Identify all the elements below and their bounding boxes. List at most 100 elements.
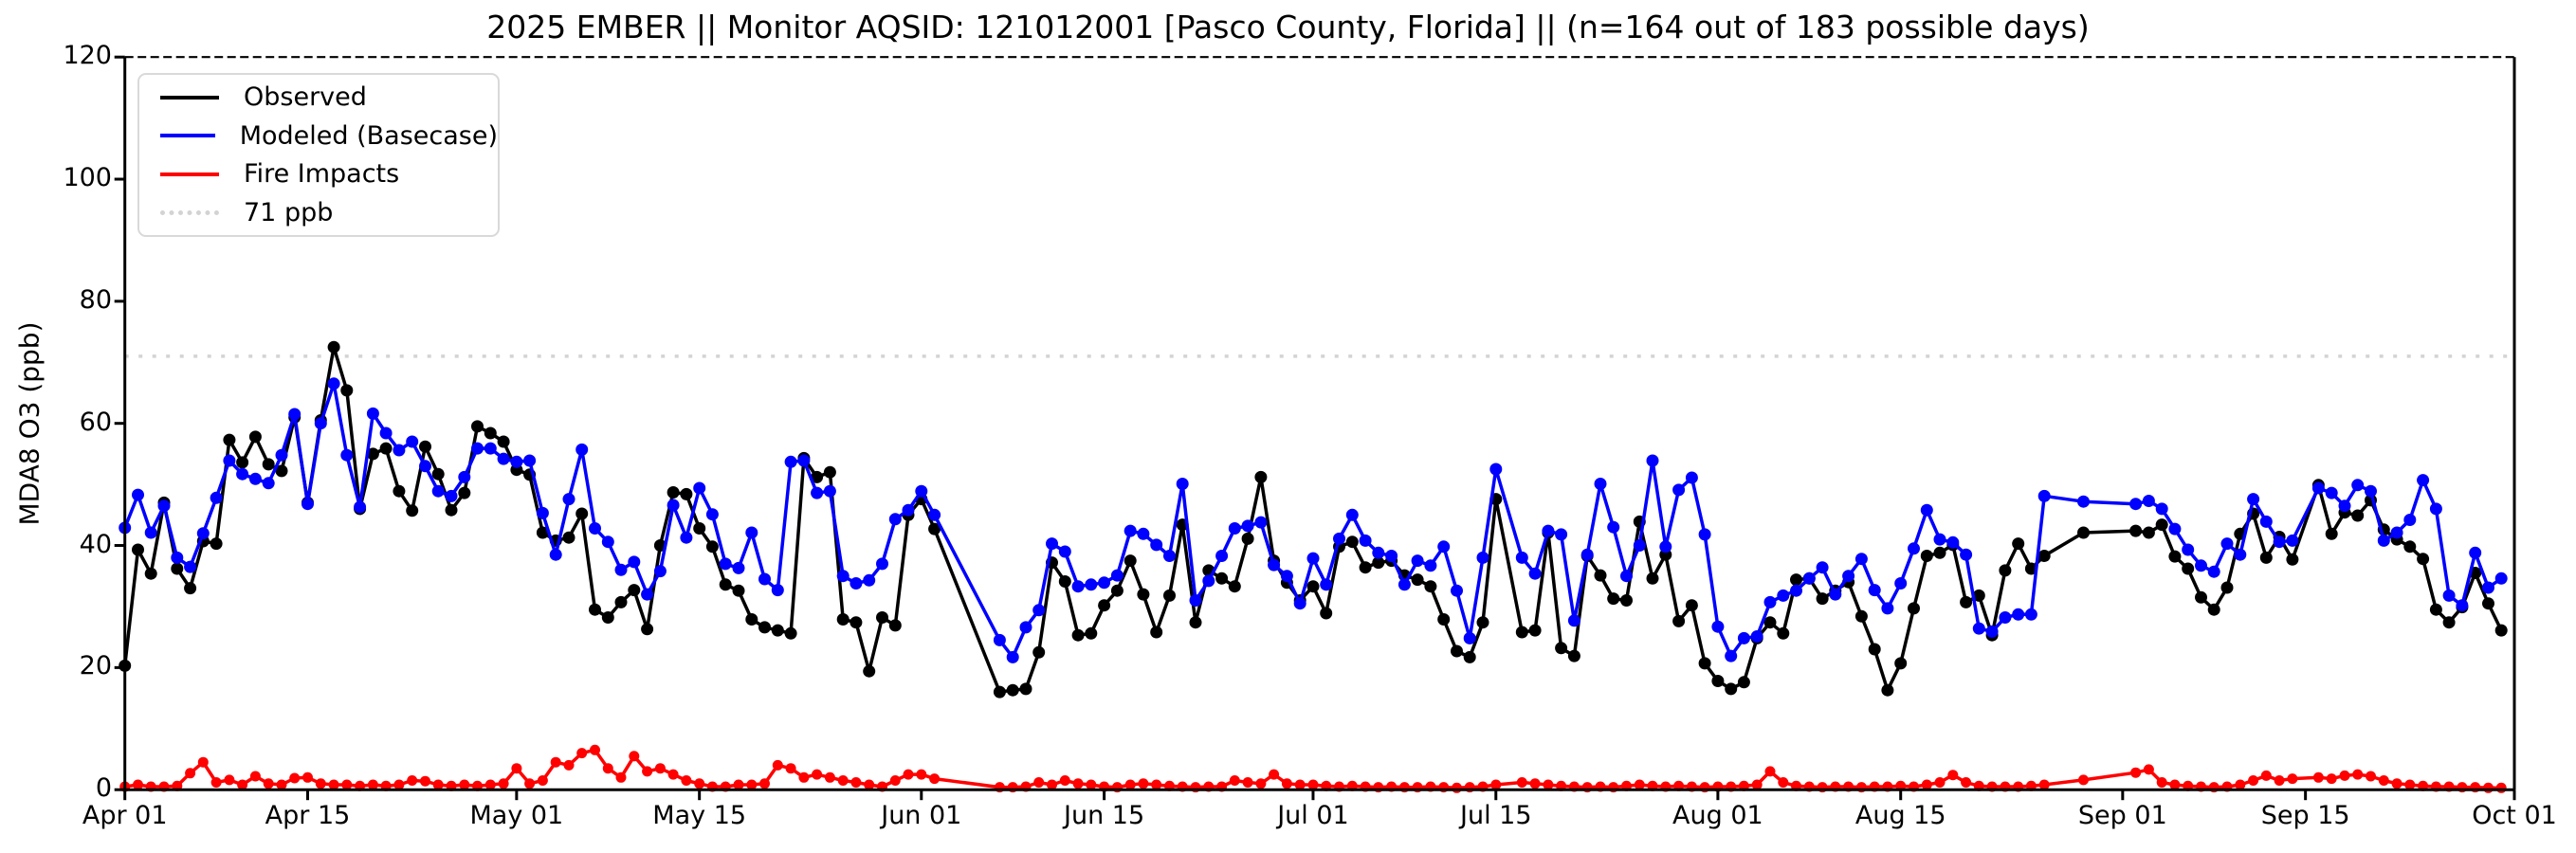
data-point bbox=[667, 486, 680, 499]
data-point bbox=[1489, 463, 1503, 476]
data-point bbox=[1594, 569, 1607, 582]
data-point bbox=[1607, 520, 1620, 534]
data-point bbox=[1424, 559, 1437, 572]
data-point bbox=[2325, 486, 2338, 499]
data-point bbox=[1058, 545, 1071, 558]
data-point bbox=[1463, 631, 1476, 644]
data-point bbox=[1086, 779, 1097, 790]
data-point bbox=[641, 623, 654, 636]
data-point bbox=[1372, 556, 1385, 570]
data-point bbox=[354, 500, 367, 514]
data-point bbox=[1920, 503, 1933, 517]
data-point bbox=[1528, 567, 1542, 580]
data-point bbox=[705, 540, 719, 554]
legend-line-sample bbox=[160, 134, 215, 138]
data-point bbox=[511, 763, 522, 774]
data-point bbox=[2429, 502, 2442, 516]
data-point bbox=[2038, 779, 2050, 790]
data-point bbox=[642, 766, 653, 777]
data-point bbox=[2155, 502, 2168, 516]
data-point bbox=[1411, 573, 1424, 587]
data-point bbox=[1868, 643, 1881, 656]
data-point bbox=[1999, 564, 2012, 577]
data-point bbox=[1594, 478, 1607, 490]
data-point bbox=[732, 584, 745, 597]
data-point bbox=[837, 775, 849, 786]
legend-label: 71 ppb bbox=[244, 197, 334, 227]
data-point bbox=[1646, 454, 1659, 467]
data-point bbox=[1451, 644, 1463, 658]
data-point bbox=[2417, 474, 2430, 487]
data-point bbox=[210, 537, 223, 551]
data-point bbox=[2482, 597, 2494, 610]
data-point bbox=[275, 448, 288, 462]
data-point bbox=[2274, 775, 2285, 786]
data-point bbox=[823, 484, 836, 498]
data-point bbox=[2220, 537, 2234, 551]
data-point bbox=[2259, 551, 2273, 564]
data-point bbox=[1672, 483, 1686, 497]
data-point bbox=[2143, 764, 2154, 775]
legend-label: Fire Impacts bbox=[244, 159, 400, 190]
data-point bbox=[1047, 779, 1057, 790]
data-point bbox=[1567, 649, 1580, 662]
data-point bbox=[1947, 770, 1959, 781]
data-point bbox=[1920, 550, 1933, 562]
data-point bbox=[615, 771, 627, 783]
data-point bbox=[680, 487, 693, 500]
data-point bbox=[2235, 779, 2246, 790]
data-point bbox=[1006, 683, 1019, 697]
data-point bbox=[2403, 514, 2417, 526]
data-point bbox=[133, 779, 143, 790]
data-point bbox=[1463, 650, 1476, 663]
data-point bbox=[1529, 778, 1541, 789]
data-point bbox=[237, 779, 248, 790]
data-point bbox=[1842, 570, 1855, 583]
data-point bbox=[132, 488, 144, 501]
data-point bbox=[288, 408, 301, 421]
data-point bbox=[432, 779, 444, 790]
data-point bbox=[1750, 630, 1763, 643]
data-point bbox=[563, 759, 575, 771]
data-point bbox=[1241, 532, 1254, 545]
data-point bbox=[2156, 777, 2167, 788]
data-point bbox=[798, 771, 810, 783]
data-point bbox=[275, 464, 288, 478]
data-point bbox=[1085, 578, 1098, 591]
data-point bbox=[888, 619, 902, 632]
data-point bbox=[2155, 518, 2168, 532]
data-point bbox=[1999, 611, 2012, 624]
data-point bbox=[1359, 561, 1372, 574]
data-point bbox=[484, 426, 497, 440]
data-point bbox=[902, 503, 915, 517]
data-point bbox=[680, 531, 693, 544]
data-point bbox=[536, 506, 549, 519]
data-point bbox=[811, 470, 824, 483]
data-point bbox=[2404, 779, 2416, 790]
y-tick-label: 80 bbox=[79, 284, 112, 315]
data-point bbox=[549, 548, 562, 561]
data-point bbox=[171, 562, 184, 575]
x-tick-label: Aug 01 bbox=[1672, 801, 1763, 830]
data-point bbox=[1124, 779, 1136, 790]
data-point bbox=[562, 493, 575, 506]
series-fire-impacts bbox=[119, 744, 2507, 793]
data-point bbox=[1516, 777, 1527, 788]
data-point bbox=[1921, 779, 1932, 790]
data-point bbox=[2495, 782, 2507, 793]
data-point bbox=[758, 572, 771, 586]
data-point bbox=[614, 595, 628, 608]
data-point bbox=[2024, 608, 2037, 621]
x-tick-label: Apr 15 bbox=[265, 801, 351, 830]
data-point bbox=[197, 756, 209, 768]
data-point bbox=[2130, 767, 2142, 778]
data-point bbox=[2207, 565, 2220, 578]
data-point bbox=[2037, 489, 2051, 502]
data-point bbox=[1528, 624, 1542, 637]
data-point bbox=[1085, 626, 1098, 640]
data-point bbox=[681, 775, 692, 786]
data-point bbox=[407, 775, 418, 786]
data-point bbox=[1150, 538, 1163, 552]
data-point bbox=[523, 454, 537, 467]
